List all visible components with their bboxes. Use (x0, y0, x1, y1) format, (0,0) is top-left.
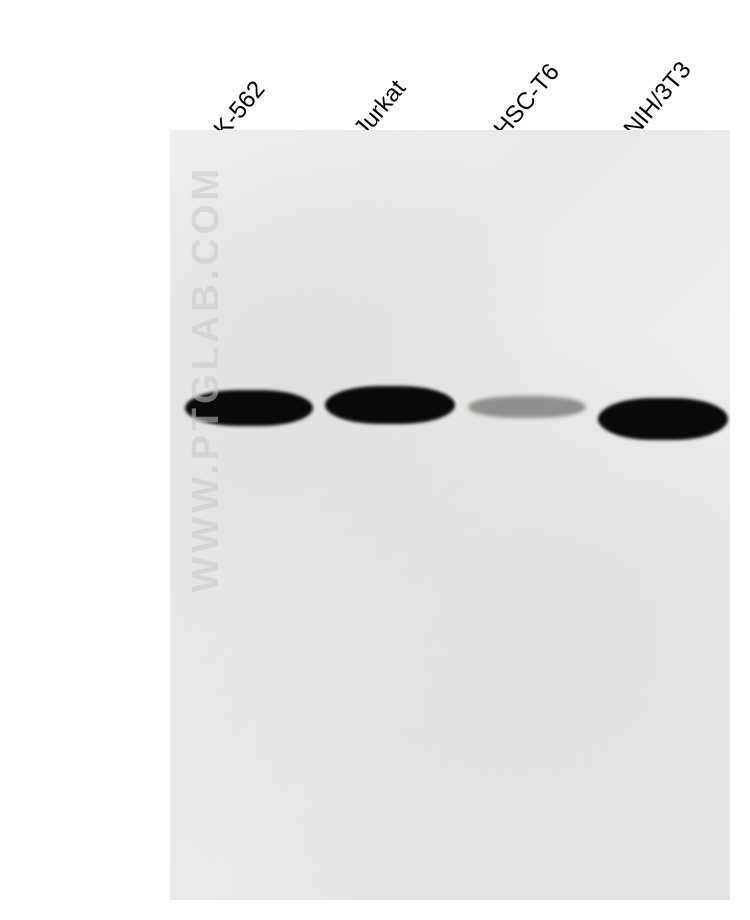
band-hsct6 (468, 396, 586, 418)
band-jurkat (325, 386, 455, 424)
blot-membrane (170, 130, 730, 900)
blot-background-noise (170, 130, 730, 900)
figure-root: K-562 Jurkat HSC-T6 NIH/3T3 250 kDa→ 150… (0, 0, 750, 920)
lane-labels-group: K-562 Jurkat HSC-T6 NIH/3T3 (0, 0, 750, 130)
band-k562 (185, 390, 313, 426)
band-nih3t3 (598, 398, 728, 440)
